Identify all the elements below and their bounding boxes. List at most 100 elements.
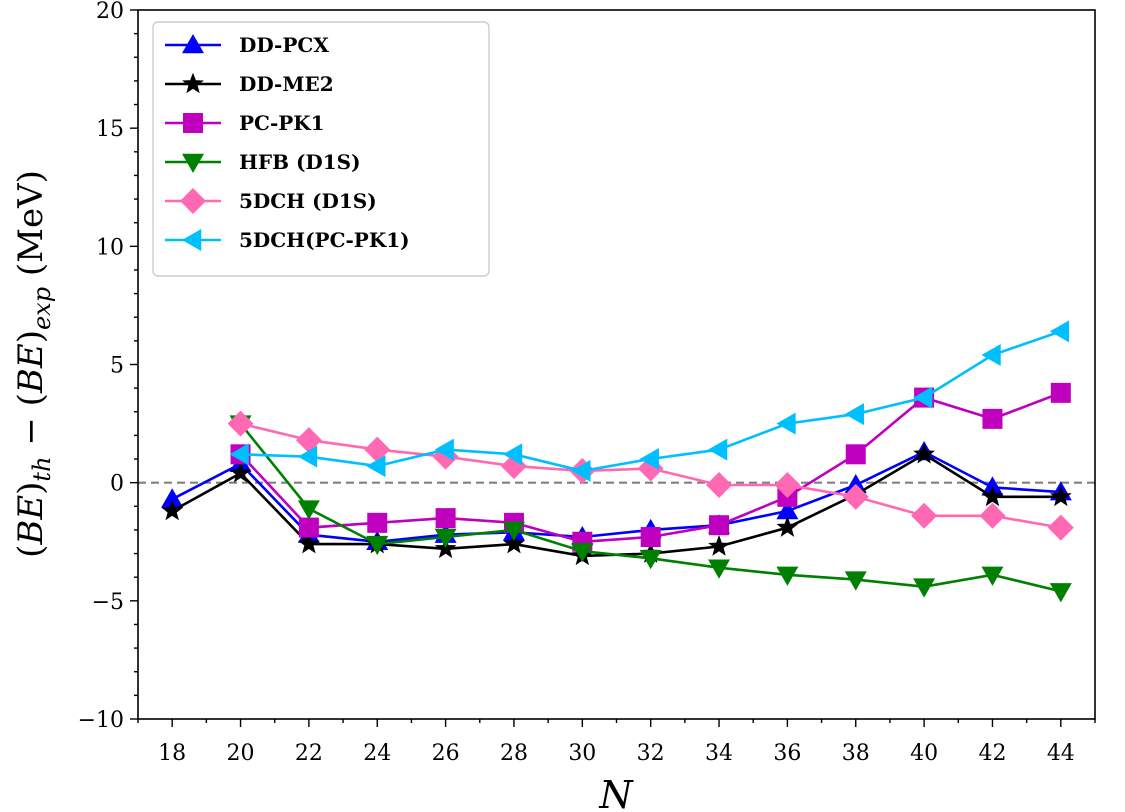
data-point-pc-pk1 (435, 508, 456, 529)
y-tick-label: 10 (96, 235, 124, 260)
data-point-5dch-pc-pk1 (434, 438, 454, 461)
y-axis-label: (BE)th − (BE)exp (MeV) (11, 170, 56, 558)
x-tick-label: 44 (1047, 741, 1075, 766)
y-label-paren-close-2: ) (11, 330, 51, 343)
data-point-5dch-pc-pk1 (1049, 320, 1070, 343)
legend-entry-5dch-pc-pk1: 5DCH(PC-PK1) (165, 228, 410, 252)
data-point-dd-me2 (776, 516, 799, 537)
data-point-5dch-pc-pk1 (708, 438, 728, 461)
data-point-5dch-pc-pk1 (844, 403, 864, 426)
x-tick-label: 38 (842, 741, 870, 766)
y-label-minus: − ( (11, 393, 51, 456)
y-tick-label: 20 (96, 0, 124, 24)
y-tick-label: 5 (110, 354, 124, 379)
y-label-sub-th: th (28, 456, 56, 481)
x-tick-label: 32 (637, 741, 665, 766)
data-point-hfb-d1s (708, 559, 731, 579)
data-point-5dch-pc-pk1 (913, 386, 933, 409)
legend: DD-PCX DD-ME2 PC-PK1 HFB (D1S) 5DCH (D1S) 5DC… (152, 21, 490, 277)
legend-label-dd-me2: DD-ME2 (239, 72, 334, 96)
y-label-sub-exp: exp (28, 287, 56, 330)
series-line-dd-pcx (171, 450, 1061, 544)
data-point-dd-pcx (776, 500, 799, 520)
legend-entry-dd-me2: DD-ME2 (165, 72, 334, 96)
y-axis: −10 −5 0 5 10 15 20 (78, 0, 138, 733)
legend-label-pc-pk1: PC-PK1 (239, 111, 325, 135)
data-point-hfb-d1s (297, 500, 320, 520)
data-point-dd-me2 (161, 499, 184, 521)
legend-label-hfb-d1s: HFB (D1S) (239, 150, 361, 174)
data-point-dd-me2 (981, 485, 1004, 507)
y-tick-label: 15 (96, 117, 124, 142)
y-label-unit: (MeV) (11, 170, 51, 287)
data-point-5dch-d1s (842, 483, 869, 510)
x-tick-label: 24 (363, 741, 391, 766)
data-point-5dch-d1s (295, 427, 322, 454)
data-point-hfb-d1s (913, 578, 936, 598)
data-point-5dch-d1s (364, 436, 391, 463)
data-point-hfb-d1s (639, 550, 662, 570)
data-point-hfb-d1s (571, 542, 594, 563)
data-point-5dch-pc-pk1 (571, 459, 591, 482)
series-5dch-pc-pk1 (229, 320, 1070, 482)
y-tick-label: −10 (78, 708, 124, 733)
legend-entry-dd-pcx: DD-PCX (165, 33, 329, 57)
data-point-5dch-pc-pk1 (981, 344, 1001, 367)
data-point-pc-pk1 (982, 408, 1003, 429)
y-label-paren-close: ) (11, 482, 51, 495)
data-point-5dch-pc-pk1 (366, 455, 386, 478)
legend-entry-hfb-d1s: HFB (D1S) (165, 150, 361, 174)
x-tick-label: 28 (500, 741, 528, 766)
y-label-paren-open: ( (11, 545, 51, 558)
x-tick-label: 30 (568, 741, 596, 766)
y-tick-label: 0 (110, 472, 124, 497)
series-dd-me2 (161, 442, 1072, 566)
legend-marker-dd-me2 (182, 72, 204, 94)
data-point-5dch-pc-pk1 (639, 448, 659, 471)
x-tick-label: 20 (227, 741, 255, 766)
data-point-pc-pk1 (709, 515, 730, 536)
data-point-5dch-d1s (1047, 514, 1074, 541)
data-point-5dch-pc-pk1 (502, 443, 523, 466)
x-tick-label: 18 (158, 741, 186, 766)
legend-entry-5dch-d1s: 5DCH (D1S) (165, 188, 377, 214)
data-point-hfb-d1s (366, 535, 389, 556)
legend-entry-pc-pk1: PC-PK1 (165, 111, 325, 135)
data-point-hfb-d1s (844, 571, 867, 591)
data-point-5dch-pc-pk1 (776, 412, 796, 435)
data-point-hfb-d1s (776, 566, 799, 586)
data-point-5dch-d1s (774, 472, 801, 499)
data-point-5dch-d1s (706, 472, 733, 499)
x-tick-label: 40 (910, 741, 938, 766)
data-point-dd-me2 (503, 532, 525, 554)
data-point-pc-pk1 (1050, 382, 1071, 403)
series-hfb-d1s (229, 415, 1072, 603)
data-point-hfb-d1s (981, 566, 1004, 586)
data-point-5dch-d1s (911, 502, 938, 529)
legend-marker-5dch-d1s (180, 188, 206, 214)
x-tick-label: 34 (705, 741, 733, 766)
legend-marker-dd-pcx (182, 34, 204, 54)
x-tick-label: 22 (295, 741, 323, 766)
data-point-hfb-d1s (434, 528, 457, 549)
data-point-5dch-d1s (227, 410, 254, 437)
x-tick-label: 42 (978, 741, 1006, 766)
data-point-5dch-d1s (979, 502, 1006, 529)
data-point-5dch-pc-pk1 (297, 445, 318, 468)
y-label-be-th: BE (11, 495, 51, 546)
plot-marks (138, 320, 1095, 603)
data-point-pc-pk1 (845, 444, 866, 465)
legend-marker-pc-pk1 (183, 113, 203, 133)
legend-label-5dch-d1s: 5DCH (D1S) (239, 189, 377, 213)
legend-marker-hfb-d1s (182, 153, 204, 173)
data-point-dd-me2 (913, 442, 935, 464)
data-point-pc-pk1 (640, 527, 661, 548)
data-point-dd-me2 (229, 461, 252, 483)
legend-marker-5dch-pc-pk1 (182, 229, 202, 251)
x-axis: 18 20 22 24 26 28 30 32 34 36 38 40 42 44 (137, 719, 1096, 766)
x-tick-label: 36 (773, 741, 801, 766)
data-point-hfb-d1s (1049, 583, 1072, 603)
data-point-dd-me2 (708, 535, 730, 556)
data-point-hfb-d1s (502, 521, 525, 541)
